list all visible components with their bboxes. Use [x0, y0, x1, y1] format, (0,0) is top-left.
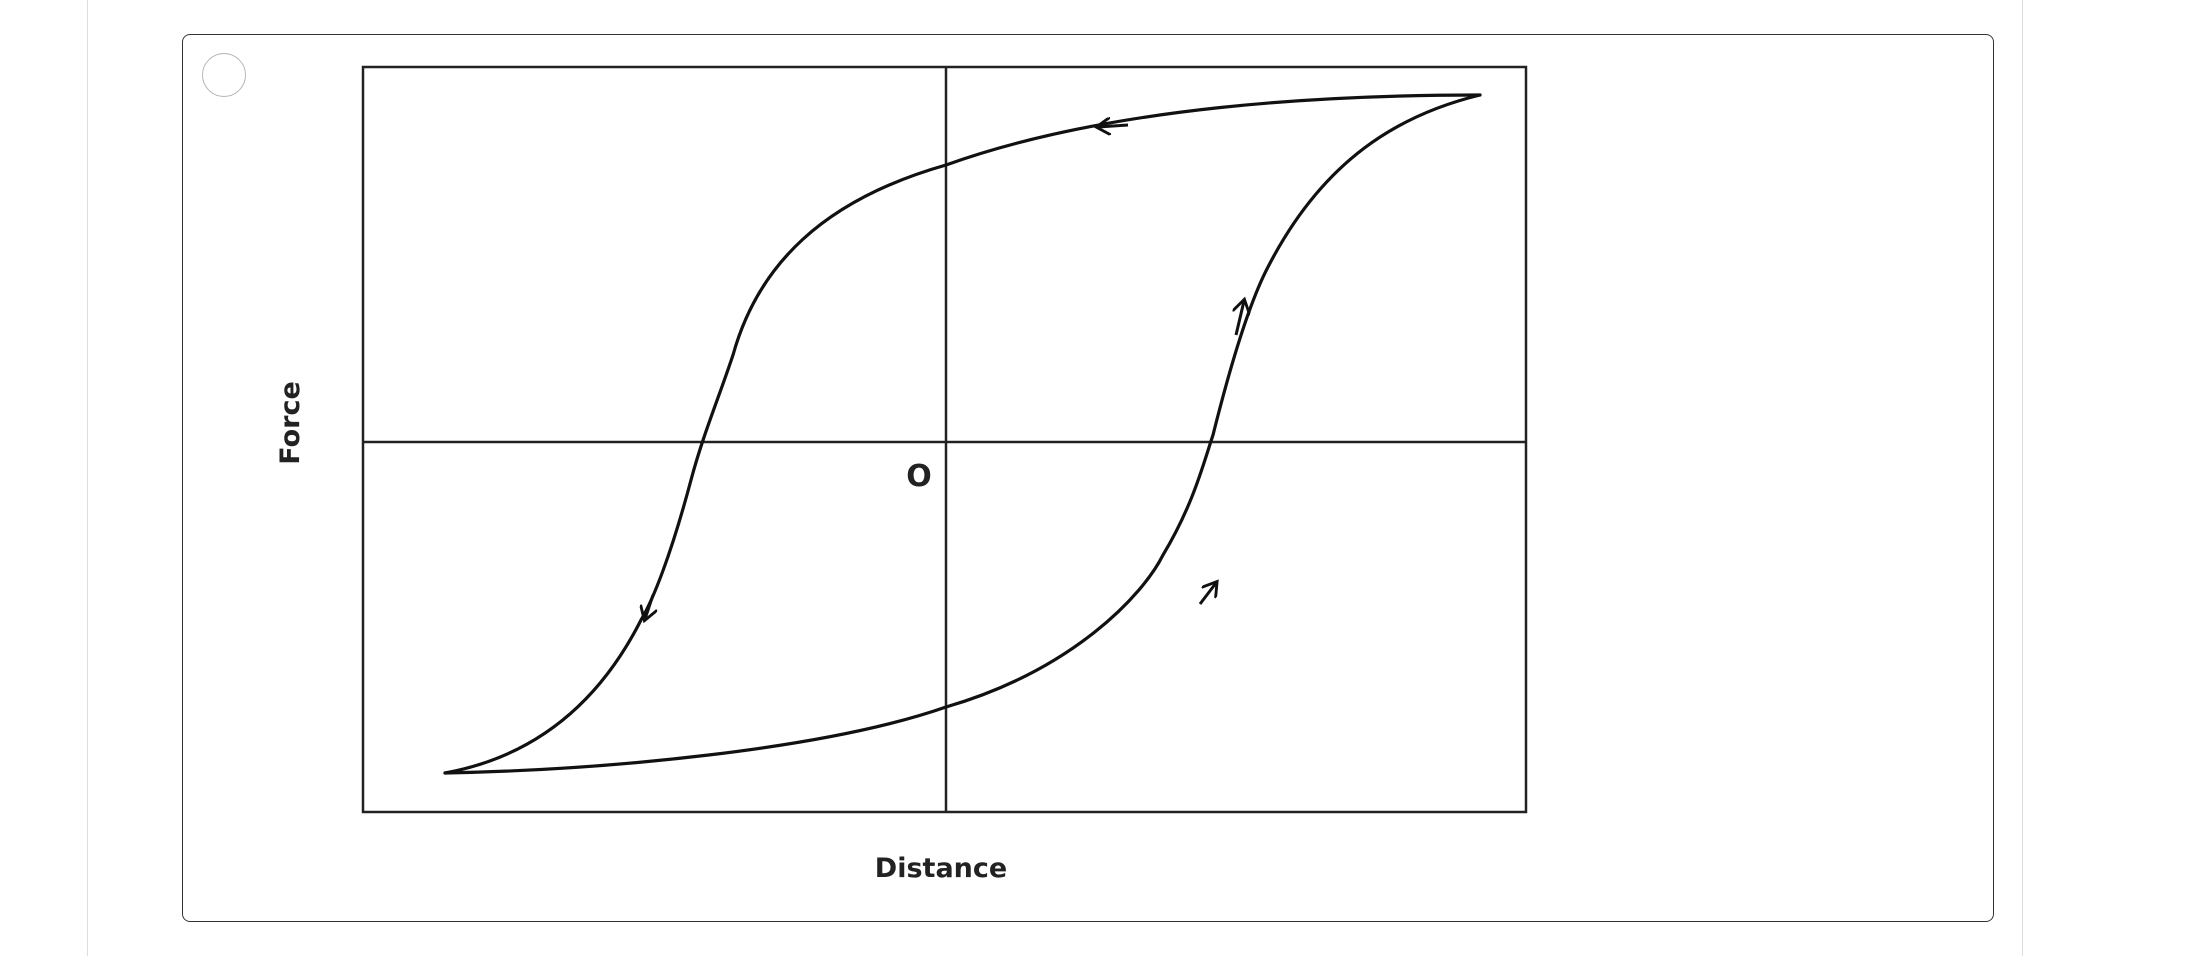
plot-frame [361, 65, 1528, 814]
arrow-right-upward [1236, 301, 1244, 336]
origin-label: O [906, 459, 932, 494]
arrow-left-downward [645, 594, 653, 619]
answer-radio-button[interactable] [202, 53, 246, 97]
arrow-top-leftward [1098, 125, 1129, 127]
loop-upper-branch [443, 93, 1482, 775]
y-axis-label: Force [275, 381, 306, 465]
arrow-lower-rightward [1198, 583, 1216, 605]
x-axis-label: Distance [875, 853, 1007, 884]
answer-option-card[interactable]: O Distance Force [182, 34, 1994, 922]
loop-lower-branch [443, 93, 1482, 775]
hysteresis-figure: O Distance Force [275, 65, 1528, 884]
